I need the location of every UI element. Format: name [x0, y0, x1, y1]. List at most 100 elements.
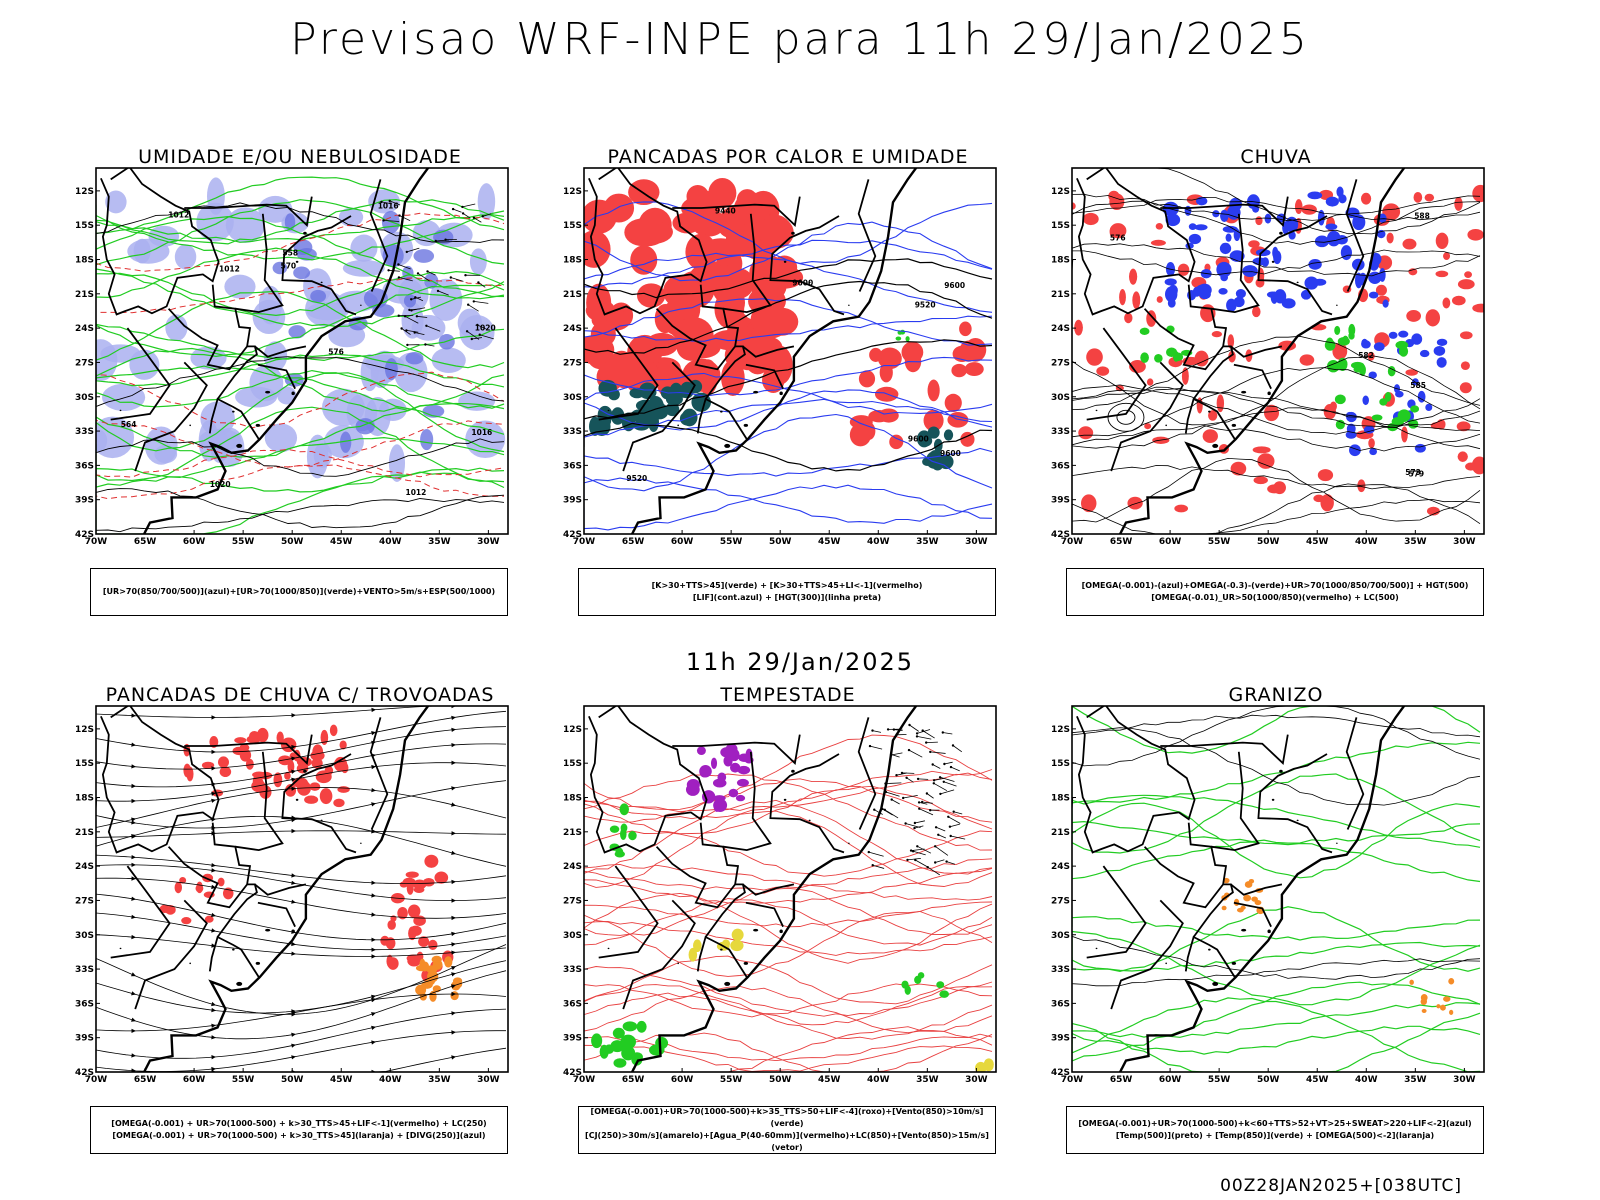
- wind-vector: [462, 203, 476, 208]
- wind-vector-head: [461, 212, 465, 215]
- streamline-arrow: [451, 850, 456, 855]
- forecast-map: 9600 9600 9600 9600 9520 9440 9520 12S 15S 18S 21S…: [563, 167, 997, 547]
- political-border: [110, 327, 171, 421]
- wind-vector-head: [937, 833, 940, 836]
- weather-field-cell: [444, 956, 453, 968]
- wind-vector: [949, 823, 960, 828]
- political-border: [110, 865, 171, 959]
- weather-field-cell: [288, 325, 306, 339]
- isoline-label: 576: [328, 348, 344, 357]
- political-border: [281, 215, 357, 316]
- lat-label: 12S: [75, 187, 94, 197]
- weather-field-cell: [310, 289, 326, 303]
- political-border: [588, 706, 708, 854]
- atlantic-coastline: [1119, 168, 1406, 534]
- isoline-label: 576: [1110, 234, 1126, 243]
- lon-label: 45W: [330, 1075, 353, 1085]
- weather-field-cell: [918, 434, 933, 447]
- weather-field-cell: [655, 1036, 669, 1050]
- contour-line: [1072, 997, 1481, 1072]
- weather-field-cell: [1442, 297, 1451, 309]
- lake-shape: [1231, 423, 1237, 427]
- lon-label: 65W: [622, 537, 645, 547]
- weather-field-cell: [960, 431, 975, 447]
- weather-field-cell: [696, 746, 706, 755]
- political-border: [208, 935, 260, 978]
- wind-vector: [927, 866, 940, 876]
- weather-field-cell: [409, 925, 422, 936]
- wind-vector-head: [424, 343, 427, 346]
- weather-field-cell: [1220, 209, 1229, 222]
- isoline-label: 588: [1414, 211, 1430, 220]
- weather-field-cell: [277, 386, 297, 405]
- contour-line: [584, 398, 993, 438]
- contour-line: [96, 247, 505, 300]
- lat-label: 18S: [1051, 794, 1070, 804]
- streamline-arrow: [131, 914, 136, 919]
- streamline-arrow: [211, 868, 216, 873]
- political-border: [184, 196, 313, 228]
- wind-vector-head: [883, 808, 886, 811]
- lon-label: 65W: [134, 1075, 157, 1085]
- streamline-arrow: [211, 884, 216, 890]
- lon-label: 70W: [573, 537, 596, 547]
- wind-vector: [399, 215, 411, 222]
- streamline-arrow: [291, 941, 296, 947]
- lake-shape: [303, 231, 307, 235]
- contour-line: [1072, 820, 1481, 844]
- lake-shape: [320, 281, 323, 284]
- lake-shape: [743, 961, 749, 965]
- isoline-label: 9520: [626, 474, 647, 483]
- political-border: [1143, 284, 1228, 371]
- lon-label: 35W: [428, 1075, 451, 1085]
- contour-line: [584, 339, 993, 420]
- lake-shape: [360, 842, 362, 844]
- wind-vector-head: [403, 315, 407, 318]
- lat-label: 24S: [1051, 862, 1070, 872]
- weather-field-cell: [688, 947, 698, 962]
- weather-field-cell: [1425, 309, 1441, 327]
- wind-vector: [915, 859, 929, 868]
- wind-vector-head: [436, 289, 440, 293]
- weather-field-cell: [1314, 235, 1330, 248]
- weather-field-cell: [730, 939, 744, 952]
- weather-field-cell: [1424, 193, 1435, 202]
- lake-shape: [189, 424, 191, 427]
- streamline-arrow: [131, 798, 136, 804]
- weather-field-cell: [1233, 296, 1245, 308]
- weather-field-cell: [1388, 331, 1398, 339]
- lat-label: 36S: [1051, 461, 1070, 471]
- weather-field-cell: [1230, 461, 1247, 476]
- lat-label: 33S: [563, 427, 582, 437]
- weather-field-cell: [1457, 279, 1475, 290]
- streamline-arrow: [211, 791, 216, 796]
- lake-shape: [291, 391, 295, 396]
- weather-field-cell: [278, 755, 292, 766]
- weather-field-cell: [179, 877, 187, 884]
- lat-label: 42S: [75, 530, 94, 540]
- lake-shape: [119, 947, 122, 950]
- lat-label: 21S: [563, 290, 582, 300]
- lon-label: 30W: [965, 537, 988, 547]
- lat-label: 42S: [563, 530, 582, 540]
- isoline-label: 573: [1405, 468, 1421, 477]
- weather-field-cell: [293, 266, 311, 280]
- lon-label: 40W: [867, 537, 890, 547]
- streamline: [96, 726, 507, 770]
- lake-shape: [265, 928, 271, 932]
- weather-field-cell: [1225, 233, 1232, 242]
- wind-vector: [872, 864, 885, 869]
- contour-line: [584, 1026, 993, 1072]
- lat-label: 24S: [1051, 324, 1070, 334]
- political-border: [655, 284, 740, 371]
- lat-label: 21S: [1051, 290, 1070, 300]
- weather-field-cell: [219, 766, 232, 778]
- weather-field-cell: [720, 747, 734, 758]
- lake-shape: [1095, 409, 1098, 412]
- weather-field-cell: [96, 339, 118, 382]
- weather-field-cell: [1471, 456, 1484, 475]
- weather-field-cell: [1387, 365, 1396, 377]
- weather-field-cell: [284, 771, 291, 780]
- lake-shape: [295, 798, 299, 801]
- wind-vector-head: [909, 849, 913, 852]
